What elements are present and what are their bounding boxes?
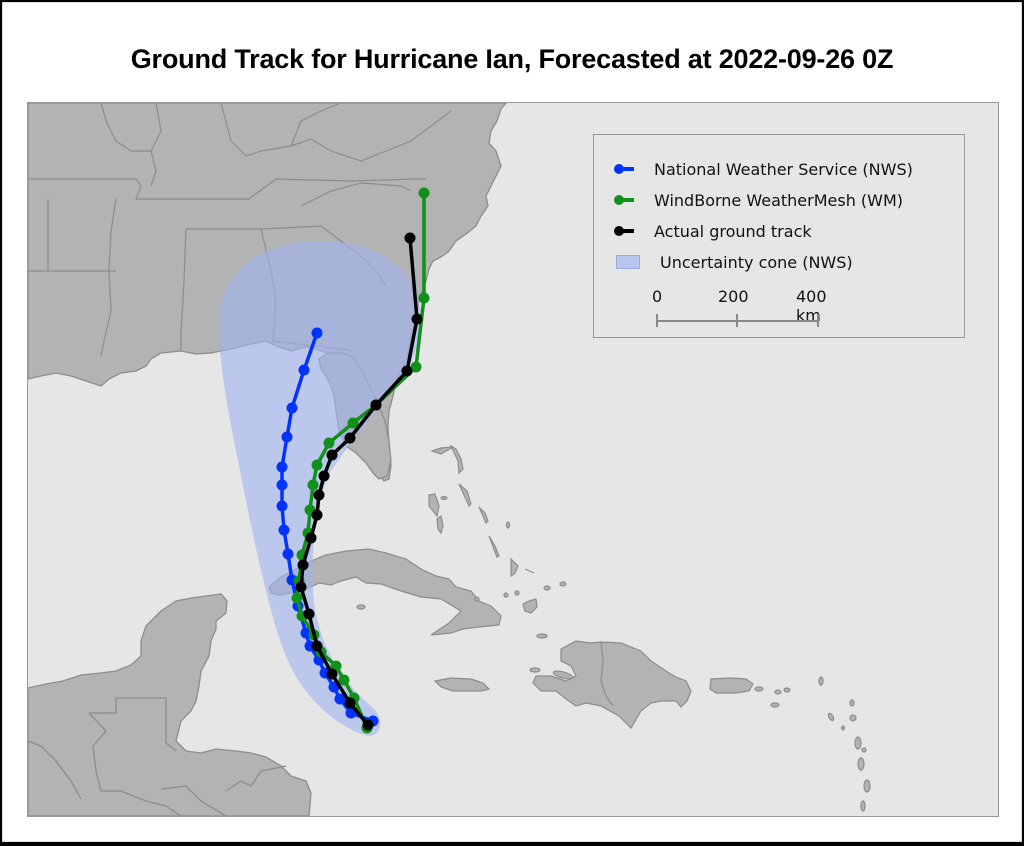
track-point xyxy=(344,697,356,709)
map-canvas xyxy=(28,103,871,816)
track-point xyxy=(404,232,416,244)
track-point xyxy=(286,402,298,414)
track-layer xyxy=(276,187,430,734)
track-point xyxy=(297,559,309,571)
legend-item-actual: Actual ground track xyxy=(612,219,812,243)
track-point xyxy=(305,532,317,544)
cone-swatch-icon xyxy=(616,255,640,269)
track-point xyxy=(291,592,303,604)
track-point xyxy=(338,674,350,686)
track-point xyxy=(370,399,382,411)
track-point xyxy=(411,313,423,325)
track-point xyxy=(276,500,288,512)
legend-label-nws: National Weather Service (NWS) xyxy=(654,159,913,179)
track-point xyxy=(278,524,290,536)
legend-label-wm: WindBorne WeatherMesh (WM) xyxy=(654,190,904,210)
track-point xyxy=(347,417,359,429)
legend-label-actual: Actual ground track xyxy=(654,221,812,241)
track-point xyxy=(334,693,346,705)
legend-item-nws: National Weather Service (NWS) xyxy=(612,157,913,181)
track-point xyxy=(313,489,325,501)
land-jamaica xyxy=(433,677,491,692)
track-point xyxy=(410,361,422,373)
wm-line-marker-icon xyxy=(612,193,640,207)
track-point xyxy=(401,365,413,377)
track-point xyxy=(303,608,315,620)
track-point xyxy=(311,509,323,521)
track-point xyxy=(344,432,356,444)
track-point xyxy=(418,292,430,304)
land-central-america xyxy=(28,593,312,816)
track-point xyxy=(298,364,310,376)
nws-line-marker-icon xyxy=(612,162,640,176)
legend: National Weather Service (NWS) WindBorne… xyxy=(593,134,965,338)
track-point xyxy=(295,581,307,593)
track-point xyxy=(311,327,323,339)
land-bahamas xyxy=(356,444,574,680)
track-point xyxy=(311,640,323,652)
track-point xyxy=(311,459,323,471)
nws-track xyxy=(276,327,379,727)
scale-bar: 0 200 400 km xyxy=(652,287,856,337)
track-point xyxy=(276,461,288,473)
chart-title: Ground Track for Hurricane Ian, Forecast… xyxy=(130,44,894,74)
track-point xyxy=(418,187,430,199)
legend-label-cone: Uncertainty cone (NWS) xyxy=(660,252,853,272)
track-point xyxy=(326,449,338,461)
actual-track xyxy=(295,232,423,731)
actual-line-marker-icon xyxy=(612,224,640,238)
track-point xyxy=(307,479,319,491)
land-cuba xyxy=(268,548,502,636)
track-point xyxy=(362,719,374,731)
track-point xyxy=(323,437,335,449)
track-point xyxy=(282,548,294,560)
track-point xyxy=(318,470,330,482)
scale-tick-0: 0 xyxy=(652,287,663,306)
track-point xyxy=(276,479,288,491)
legend-item-wm: WindBorne WeatherMesh (WM) xyxy=(612,188,903,212)
legend-item-cone: Uncertainty cone (NWS) xyxy=(612,250,853,274)
land-puerto-rico xyxy=(709,677,754,694)
track-point xyxy=(326,668,338,680)
track-point xyxy=(281,431,293,443)
scale-tick-200: 200 xyxy=(718,287,749,306)
land-hispaniola xyxy=(532,640,692,729)
land-lesser-antilles xyxy=(754,676,871,812)
